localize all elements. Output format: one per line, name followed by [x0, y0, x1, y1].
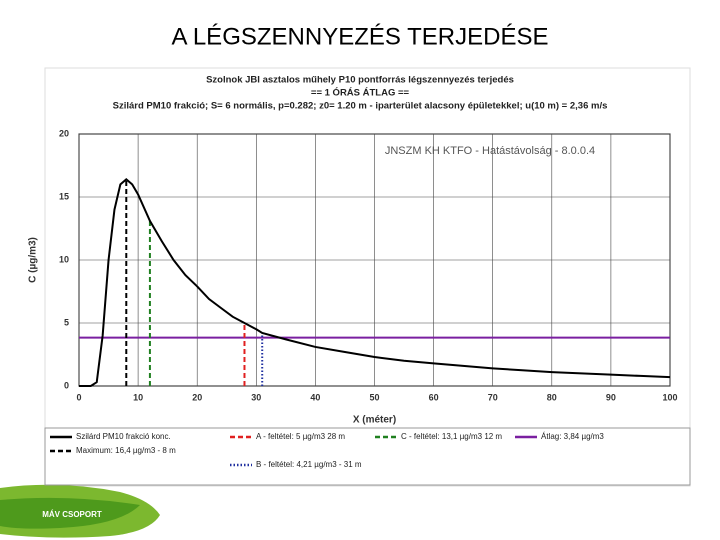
x-axis-label: X (méter) — [353, 415, 396, 426]
x-tick-label: 70 — [488, 392, 498, 402]
y-tick-label: 15 — [59, 191, 69, 201]
x-tick-label: 50 — [369, 392, 379, 402]
x-tick-label: 90 — [606, 392, 616, 402]
x-tick-label: 20 — [192, 392, 202, 402]
annotation: JNSZM KH KTFO - Hatástávolság - 8.0.0.4 — [385, 145, 595, 157]
chart-title: Szolnok JBI asztalos műhely P10 pontforr… — [206, 75, 514, 86]
y-axis-label: C (µg/m3) — [28, 237, 39, 283]
legend-label: C - feltétel: 13,1 µg/m3 12 m — [401, 432, 502, 441]
x-tick-label: 0 — [76, 392, 81, 402]
slide-title: A LÉGSZENNYEZÉS TERJEDÉSE — [171, 23, 548, 50]
x-tick-label: 80 — [547, 392, 557, 402]
legend-label: B - feltétel: 4,21 µg/m3 - 31 m — [256, 460, 362, 469]
x-tick-label: 60 — [429, 392, 439, 402]
x-tick-label: 40 — [310, 392, 320, 402]
legend-box — [44, 427, 691, 486]
x-tick-label: 100 — [662, 392, 677, 402]
x-tick-label: 10 — [133, 392, 143, 402]
legend-label: Átlag: 3,84 µg/m3 — [541, 432, 604, 441]
chart-title: == 1 ÓRÁS ÁTLAG == — [311, 87, 410, 99]
y-tick-label: 5 — [64, 317, 69, 327]
x-tick-label: 30 — [251, 392, 261, 402]
y-tick-label: 10 — [59, 254, 69, 264]
logo-shape — [0, 497, 140, 529]
logo: MÁV CSOPORT — [0, 484, 160, 538]
legend-label: Szilárd PM10 frakció konc. — [76, 432, 171, 441]
y-tick-label: 0 — [64, 380, 69, 390]
logo-text: MÁV CSOPORT — [42, 510, 102, 519]
legend-label: Maximum: 16,4 µg/m3 - 8 m — [76, 446, 176, 455]
chart-title: Szilárd PM10 frakció; S= 6 normális, p=0… — [113, 101, 608, 112]
line-series — [79, 178, 671, 387]
y-tick-label: 20 — [59, 128, 69, 138]
legend-label: A - feltétel: 5 µg/m3 28 m — [256, 432, 345, 441]
